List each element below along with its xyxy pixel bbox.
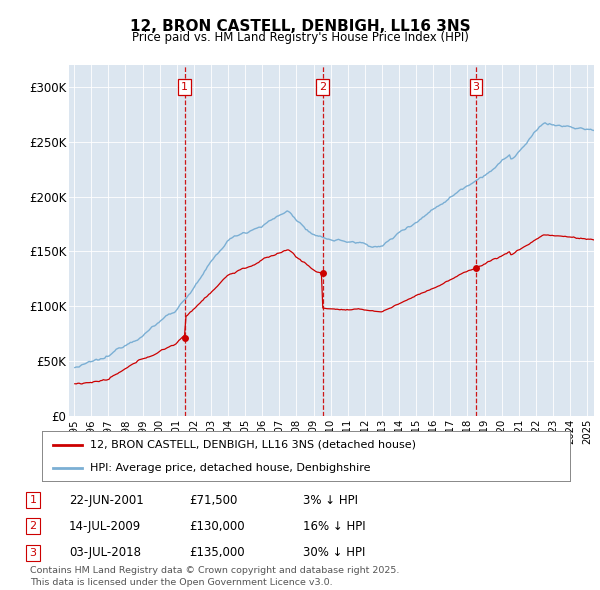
Text: 2: 2 xyxy=(319,82,326,92)
Text: HPI: Average price, detached house, Denbighshire: HPI: Average price, detached house, Denb… xyxy=(89,463,370,473)
Text: £130,000: £130,000 xyxy=(189,520,245,533)
Text: Contains HM Land Registry data © Crown copyright and database right 2025.
This d: Contains HM Land Registry data © Crown c… xyxy=(30,566,400,587)
Text: 1: 1 xyxy=(29,496,37,505)
Text: 12, BRON CASTELL, DENBIGH, LL16 3NS: 12, BRON CASTELL, DENBIGH, LL16 3NS xyxy=(130,19,470,34)
Text: 3: 3 xyxy=(473,82,479,92)
Text: 14-JUL-2009: 14-JUL-2009 xyxy=(69,520,141,533)
Text: £71,500: £71,500 xyxy=(189,494,238,507)
Text: Price paid vs. HM Land Registry's House Price Index (HPI): Price paid vs. HM Land Registry's House … xyxy=(131,31,469,44)
Text: £135,000: £135,000 xyxy=(189,546,245,559)
Text: 22-JUN-2001: 22-JUN-2001 xyxy=(69,494,144,507)
Text: 1: 1 xyxy=(181,82,188,92)
Text: 3% ↓ HPI: 3% ↓ HPI xyxy=(303,494,358,507)
Text: 30% ↓ HPI: 30% ↓ HPI xyxy=(303,546,365,559)
Text: 12, BRON CASTELL, DENBIGH, LL16 3NS (detached house): 12, BRON CASTELL, DENBIGH, LL16 3NS (det… xyxy=(89,440,416,450)
Text: 2: 2 xyxy=(29,522,37,531)
Text: 3: 3 xyxy=(29,548,37,558)
Text: 03-JUL-2018: 03-JUL-2018 xyxy=(69,546,141,559)
Text: 16% ↓ HPI: 16% ↓ HPI xyxy=(303,520,365,533)
